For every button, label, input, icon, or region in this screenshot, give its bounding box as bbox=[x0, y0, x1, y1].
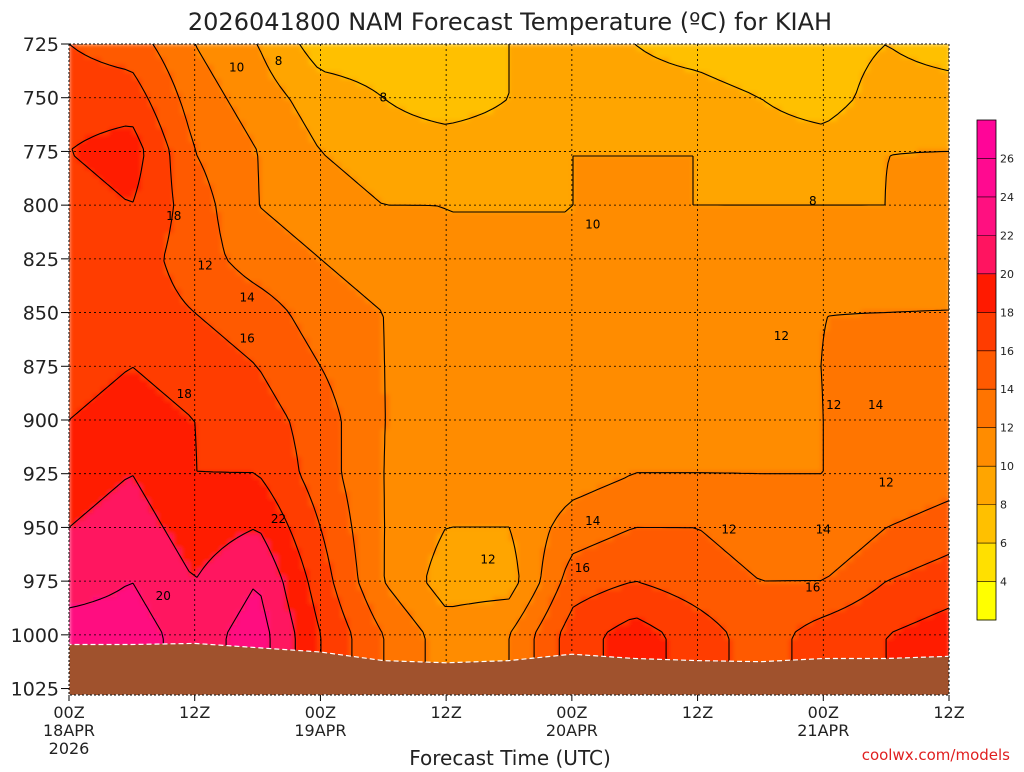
colorbar-label: 8 bbox=[1000, 499, 1007, 512]
x-tick-label: 00Z bbox=[53, 703, 84, 722]
x-axis-title: Forecast Time (UTC) bbox=[409, 746, 611, 768]
y-tick-label: 900 bbox=[23, 410, 59, 432]
x-tick-label: 00Z bbox=[808, 703, 839, 722]
colorbar-swatch bbox=[977, 389, 996, 428]
colorbar-swatch bbox=[977, 543, 996, 582]
x-tick-label: 12Z bbox=[179, 703, 210, 722]
contour-label: 10 bbox=[229, 61, 244, 75]
colorbar-swatch bbox=[977, 274, 996, 313]
y-tick-label: 775 bbox=[23, 141, 59, 163]
colorbar-swatch bbox=[977, 505, 996, 544]
x-tick-sublabel: 21APR bbox=[797, 721, 849, 740]
x-tick-label: 00Z bbox=[305, 703, 336, 722]
x-tick-sublabel: 2026 bbox=[49, 739, 90, 758]
contour-label: 12 bbox=[480, 553, 495, 567]
contour-label: 16 bbox=[575, 561, 590, 575]
y-tick-label: 1025 bbox=[11, 679, 59, 701]
contour-label: 12 bbox=[826, 398, 841, 412]
colorbar-label: 12 bbox=[1000, 422, 1014, 435]
y-tick-label: 800 bbox=[23, 195, 59, 217]
colorbar-label: 26 bbox=[1000, 152, 1014, 165]
colorbar-swatch bbox=[977, 312, 996, 351]
contour-label: 14 bbox=[868, 398, 883, 412]
colorbar-label: 24 bbox=[1000, 191, 1014, 204]
y-tick-label: 725 bbox=[23, 34, 59, 56]
contour-label: 16 bbox=[805, 581, 820, 595]
contour-label: 8 bbox=[809, 194, 817, 208]
colorbar-swatch bbox=[977, 197, 996, 236]
colorbar-swatch bbox=[977, 428, 996, 467]
y-axis: 725 750 775 800 825 850 875 900 925 950 975 1000 102… bbox=[11, 34, 69, 701]
credit-text: coolwx.com/models bbox=[862, 746, 1010, 764]
contour-label: 8 bbox=[379, 91, 387, 105]
x-tick-sublabel: 18APR bbox=[43, 721, 95, 740]
contour-label: 20 bbox=[156, 589, 171, 603]
contour-label: 10 bbox=[585, 217, 600, 231]
contour-label: 14 bbox=[585, 514, 600, 528]
x-tick-label: 00Z bbox=[556, 703, 587, 722]
y-tick-label: 850 bbox=[23, 303, 59, 325]
y-tick-label: 975 bbox=[23, 571, 59, 593]
x-tick-sublabel: 20APR bbox=[546, 721, 598, 740]
colorbar-label: 14 bbox=[1000, 383, 1014, 396]
y-tick-label: 750 bbox=[23, 88, 59, 110]
y-tick-label: 925 bbox=[23, 464, 59, 486]
x-tick-label: 12Z bbox=[430, 703, 461, 722]
y-tick-label: 1000 bbox=[11, 625, 59, 647]
x-tick-sublabel: 19APR bbox=[294, 721, 346, 740]
x-tick-label: 12Z bbox=[933, 703, 964, 722]
chart-title: 2026041800 NAM Forecast Temperature (ºC)… bbox=[188, 8, 832, 36]
colorbar-label: 22 bbox=[1000, 229, 1014, 242]
contour-label: 12 bbox=[879, 475, 894, 489]
contour-label: 8 bbox=[275, 54, 283, 68]
contour-label: 14 bbox=[239, 291, 254, 305]
contour-label: 12 bbox=[198, 258, 213, 272]
contour-label: 18 bbox=[177, 387, 192, 401]
contour-label: 22 bbox=[271, 512, 286, 526]
contour-label: 18 bbox=[166, 209, 181, 223]
colorbar-label: 18 bbox=[1000, 306, 1014, 319]
colorbar-swatch bbox=[977, 235, 996, 274]
colorbar-label: 4 bbox=[1000, 576, 1007, 589]
colorbar-legend: 4 6 8 10 12 14 16 18 20 22 24 26 bbox=[977, 120, 1014, 621]
contour-label: 16 bbox=[239, 331, 254, 345]
colorbar-swatch bbox=[977, 351, 996, 390]
contour-label: 14 bbox=[816, 523, 831, 537]
contour-label: 12 bbox=[774, 329, 789, 343]
y-tick-label: 825 bbox=[23, 249, 59, 271]
colorbar-swatch bbox=[977, 582, 996, 621]
colorbar-label: 6 bbox=[1000, 537, 1007, 550]
colorbar-label: 20 bbox=[1000, 268, 1014, 281]
colorbar-swatch bbox=[977, 466, 996, 505]
contour-label: 12 bbox=[721, 523, 736, 537]
y-tick-label: 950 bbox=[23, 517, 59, 539]
colorbar-label: 16 bbox=[1000, 345, 1014, 358]
colorbar-swatch bbox=[977, 158, 996, 197]
colorbar-swatch bbox=[977, 120, 996, 159]
colorbar-label: 10 bbox=[1000, 460, 1014, 473]
y-tick-label: 875 bbox=[23, 356, 59, 378]
x-tick-label: 12Z bbox=[682, 703, 713, 722]
